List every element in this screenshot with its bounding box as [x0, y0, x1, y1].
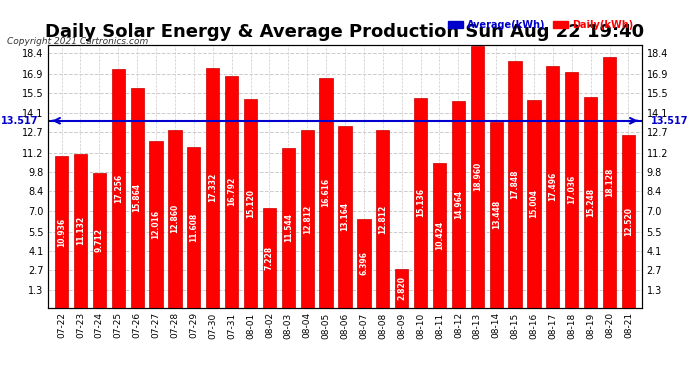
Bar	[565, 72, 578, 308]
Text: 12.016: 12.016	[152, 210, 161, 239]
Bar	[357, 219, 371, 308]
Bar	[74, 154, 87, 308]
Bar	[527, 100, 540, 308]
Text: 12.812: 12.812	[378, 204, 387, 234]
Bar	[584, 97, 598, 308]
Bar	[622, 135, 635, 308]
Text: 17.256: 17.256	[114, 174, 123, 203]
Text: 18.960: 18.960	[473, 162, 482, 191]
Text: 9.712: 9.712	[95, 228, 103, 252]
Text: 14.964: 14.964	[454, 190, 463, 219]
Text: 11.544: 11.544	[284, 213, 293, 242]
Bar	[546, 66, 560, 308]
Text: 13.164: 13.164	[340, 202, 350, 231]
Text: 13.517: 13.517	[1, 116, 39, 126]
Bar	[376, 130, 389, 308]
Bar	[206, 68, 219, 308]
Bar	[395, 268, 408, 308]
Text: 15.864: 15.864	[132, 183, 141, 213]
Text: 15.248: 15.248	[586, 188, 595, 217]
Bar	[263, 208, 276, 308]
Bar	[55, 156, 68, 308]
Text: 11.608: 11.608	[189, 213, 198, 242]
Text: 12.520: 12.520	[624, 207, 633, 236]
Text: 7.228: 7.228	[265, 246, 274, 270]
Bar	[150, 141, 163, 308]
Bar	[130, 88, 144, 308]
Bar	[244, 99, 257, 308]
Bar	[187, 147, 200, 308]
Bar	[603, 57, 616, 308]
Text: 13.517: 13.517	[651, 116, 689, 126]
Text: 2.820: 2.820	[397, 276, 406, 300]
Text: 17.036: 17.036	[567, 175, 576, 204]
Bar	[168, 130, 181, 308]
Bar	[471, 45, 484, 308]
Text: 15.120: 15.120	[246, 189, 255, 218]
Text: 17.332: 17.332	[208, 173, 217, 202]
Text: 13.448: 13.448	[492, 200, 501, 229]
Text: 12.812: 12.812	[303, 204, 312, 234]
Text: 15.136: 15.136	[416, 189, 425, 218]
Text: 6.396: 6.396	[359, 251, 368, 275]
Text: 10.936: 10.936	[57, 217, 66, 246]
Bar	[112, 69, 125, 308]
Bar	[490, 122, 503, 308]
Bar	[509, 61, 522, 308]
Text: 17.496: 17.496	[549, 172, 558, 201]
Bar	[414, 98, 427, 308]
Bar	[433, 164, 446, 308]
Text: 17.848: 17.848	[511, 170, 520, 199]
Bar	[282, 148, 295, 308]
Bar	[319, 78, 333, 308]
Bar	[338, 126, 352, 308]
Text: 11.132: 11.132	[76, 216, 85, 245]
Bar	[92, 173, 106, 308]
Legend: Average(kWh), Daily(kWh): Average(kWh), Daily(kWh)	[444, 16, 637, 33]
Text: 18.128: 18.128	[605, 168, 614, 197]
Text: 16.792: 16.792	[227, 177, 236, 206]
Text: 15.004: 15.004	[529, 189, 538, 218]
Bar	[452, 101, 465, 308]
Title: Daily Solar Energy & Average Production Sun Aug 22 19:40: Daily Solar Energy & Average Production …	[46, 22, 644, 40]
Text: Copyright 2021 Cartronics.com: Copyright 2021 Cartronics.com	[7, 38, 148, 46]
Text: 12.860: 12.860	[170, 204, 179, 233]
Text: 10.424: 10.424	[435, 221, 444, 250]
Text: 16.616: 16.616	[322, 178, 331, 207]
Bar	[301, 130, 314, 308]
Bar	[225, 75, 238, 308]
